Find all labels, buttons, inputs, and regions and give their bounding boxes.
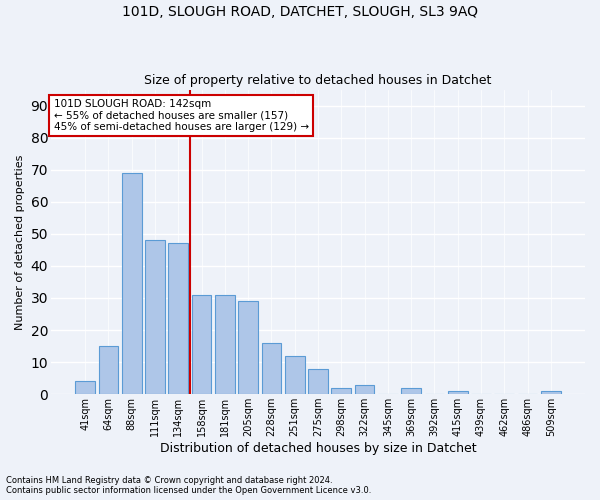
Bar	[285, 356, 305, 394]
Bar	[145, 240, 165, 394]
Bar	[401, 388, 421, 394]
Bar	[308, 368, 328, 394]
Bar	[541, 391, 561, 394]
Bar	[122, 173, 142, 394]
Bar	[75, 382, 95, 394]
Bar	[191, 295, 211, 394]
Bar	[355, 384, 374, 394]
X-axis label: Distribution of detached houses by size in Datchet: Distribution of detached houses by size …	[160, 442, 476, 455]
Y-axis label: Number of detached properties: Number of detached properties	[15, 154, 25, 330]
Text: 101D, SLOUGH ROAD, DATCHET, SLOUGH, SL3 9AQ: 101D, SLOUGH ROAD, DATCHET, SLOUGH, SL3 …	[122, 5, 478, 19]
Bar	[331, 388, 351, 394]
Bar	[238, 301, 258, 394]
Text: 101D SLOUGH ROAD: 142sqm
← 55% of detached houses are smaller (157)
45% of semi-: 101D SLOUGH ROAD: 142sqm ← 55% of detach…	[53, 98, 309, 132]
Title: Size of property relative to detached houses in Datchet: Size of property relative to detached ho…	[144, 74, 491, 87]
Bar	[169, 244, 188, 394]
Bar	[448, 391, 467, 394]
Bar	[215, 295, 235, 394]
Text: Contains HM Land Registry data © Crown copyright and database right 2024.
Contai: Contains HM Land Registry data © Crown c…	[6, 476, 371, 495]
Bar	[98, 346, 118, 394]
Bar	[262, 343, 281, 394]
